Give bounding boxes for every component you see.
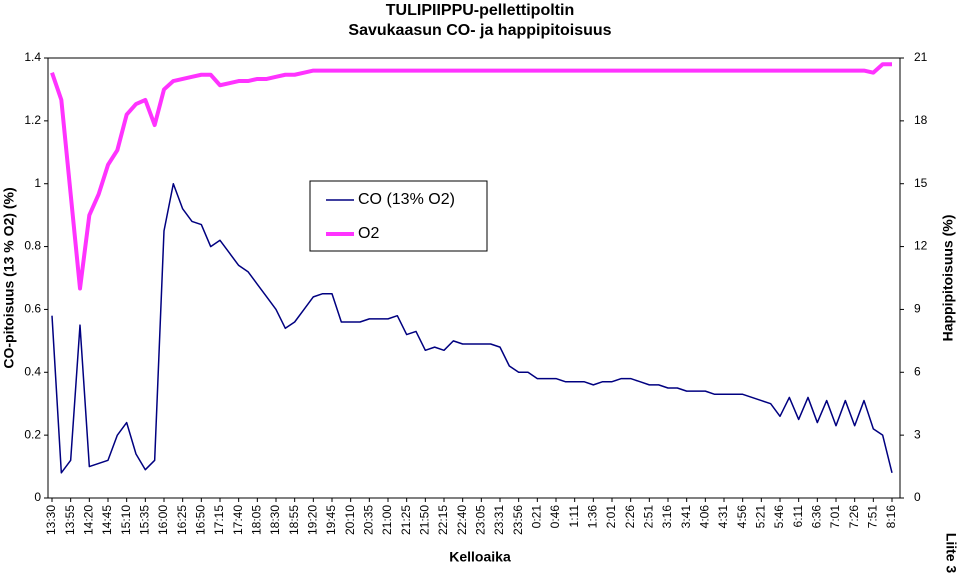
x-tick-label: 15:35 (138, 505, 152, 535)
y-tick-label: 0.2 (24, 427, 41, 441)
x-axis-label: Kelloaika (449, 549, 511, 565)
x-tick-label: 20:10 (343, 505, 357, 535)
y-tick-label: 1.2 (24, 113, 41, 127)
x-tick-label: 21:50 (418, 505, 432, 535)
x-tick-label: 16:00 (156, 505, 170, 535)
x-tick-label: 1:11 (567, 505, 581, 528)
y2-tick-label: 15 (914, 176, 928, 190)
x-tick-label: 23:31 (492, 505, 506, 535)
data-line (50, 62, 892, 291)
x-tick-label: 5:46 (772, 505, 786, 529)
plot-frame (47, 57, 901, 499)
annotation: Liite 3 (943, 533, 959, 574)
y2-tick-label: 6 (914, 364, 921, 378)
x-tick-label: 4:06 (698, 505, 712, 529)
y2-axis-label: Happipitoisuus (%) (940, 215, 956, 342)
x-tick-label: 4:56 (735, 505, 749, 529)
x-tick-label: 21:25 (399, 505, 413, 535)
x-tick-label: 18:55 (287, 505, 301, 535)
x-tick-label: 22:15 (436, 505, 450, 535)
x-tick-label: 2:51 (642, 505, 656, 529)
x-tick-label: 16:50 (194, 505, 208, 535)
y2-tick-label: 12 (914, 239, 928, 253)
x-tick-label: 2:26 (623, 505, 637, 529)
y2-tick-label: 21 (914, 50, 928, 64)
x-tick-label: 5:21 (754, 505, 768, 529)
y-tick-label: 0 (34, 490, 41, 504)
x-tick-label: 3:16 (660, 505, 674, 529)
x-tick-label: 8:16 (884, 505, 898, 529)
x-tick-label: 6:11 (791, 505, 805, 528)
legend-label: CO (13% O2) (358, 191, 455, 208)
x-tick-label: 1:36 (586, 505, 600, 529)
y2-tick-label: 18 (914, 113, 928, 127)
x-tick-label: 3:41 (679, 505, 693, 529)
x-tick-label: 7:51 (866, 505, 880, 529)
y-tick-label: 0.4 (24, 364, 41, 378)
x-tick-label: 15:10 (119, 505, 133, 535)
x-tick-label: 23:56 (511, 505, 525, 535)
y2-tick-label: 0 (914, 490, 921, 504)
x-tick-label: 7:01 (828, 505, 842, 529)
x-tick-label: 6:36 (810, 505, 824, 529)
x-tick-label: 13:55 (63, 505, 77, 535)
x-tick-label: 17:40 (231, 505, 245, 535)
y-tick-label: 0.6 (24, 302, 41, 316)
legend-box (309, 180, 488, 252)
x-tick-label: 0:21 (530, 505, 544, 529)
legend-label: O2 (358, 225, 379, 242)
x-tick-label: 19:45 (324, 505, 338, 535)
y2-tick-label: 9 (914, 302, 921, 316)
x-tick-label: 19:20 (306, 505, 320, 535)
x-tick-label: 18:05 (250, 505, 264, 535)
x-tick-label: 2:01 (604, 505, 618, 529)
x-tick-label: 23:05 (474, 505, 488, 535)
y-axis-label: CO-pitoisuus (13 % O2) (%) (1, 187, 17, 368)
x-tick-label: 13:30 (44, 505, 58, 535)
y2-tick-label: 3 (914, 427, 921, 441)
x-tick-label: 16:25 (175, 505, 189, 535)
x-tick-label: 22:40 (455, 505, 469, 535)
x-tick-label: 0:46 (548, 505, 562, 529)
chart-subtitle: Savukaasun CO- ja happipitoisuus (348, 22, 611, 39)
x-tick-label: 14:45 (100, 505, 114, 535)
chart-title: TULIPIIPPU-pellettipoltin (386, 2, 574, 19)
data-line (51, 182, 893, 474)
x-tick-label: 7:26 (847, 505, 861, 529)
x-tick-label: 18:30 (268, 505, 282, 535)
x-tick-label: 21:00 (380, 505, 394, 535)
x-tick-label: 20:35 (362, 505, 376, 535)
x-tick-label: 4:31 (716, 505, 730, 529)
y-tick-label: 1.4 (24, 50, 41, 64)
y-tick-label: 1 (34, 176, 41, 190)
x-tick-label: 14:20 (82, 505, 96, 535)
x-tick-label: 17:15 (212, 505, 226, 535)
y-tick-label: 0.8 (24, 239, 41, 253)
